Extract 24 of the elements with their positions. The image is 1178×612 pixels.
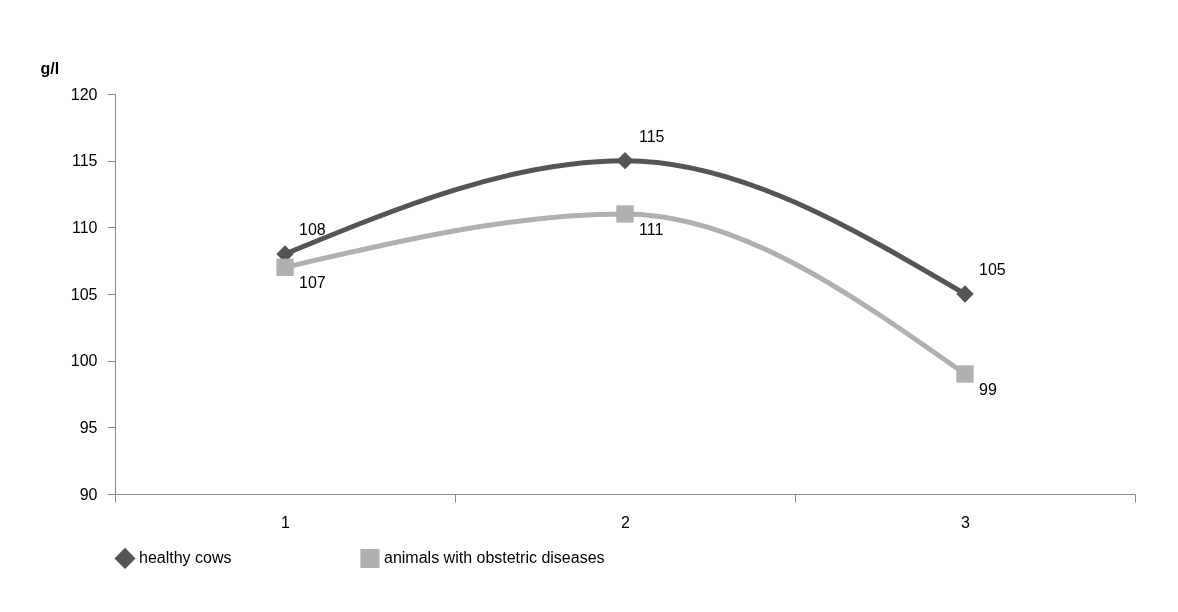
y-tick-label: 110 xyxy=(71,218,98,236)
legend-label: healthy cows xyxy=(139,549,232,567)
data-label: 108 xyxy=(299,221,326,238)
y-tick-label: 105 xyxy=(70,285,98,303)
y-tick-label: 120 xyxy=(70,85,98,103)
y-tick-label: 115 xyxy=(71,152,98,170)
x-tick-label: 3 xyxy=(961,513,971,531)
point xyxy=(276,258,294,276)
point xyxy=(616,152,634,170)
x-tick-label: 2 xyxy=(621,513,631,531)
point xyxy=(616,205,634,223)
data-label: 99 xyxy=(979,381,997,398)
y-axis-title: g/l xyxy=(40,59,60,77)
x-tick-label: 1 xyxy=(281,513,291,531)
data-label: 107 xyxy=(299,274,326,292)
point xyxy=(956,285,974,303)
y-tick-label: 90 xyxy=(79,485,98,503)
data-label: 111 xyxy=(639,221,664,238)
y-tick-label: 100 xyxy=(70,352,98,370)
data-label: 105 xyxy=(979,261,1006,278)
legend-label: animals with obstetric diseases xyxy=(384,549,605,567)
point xyxy=(956,365,974,383)
y-tick-label: 95 xyxy=(79,418,98,436)
data-label: 115 xyxy=(639,127,665,145)
